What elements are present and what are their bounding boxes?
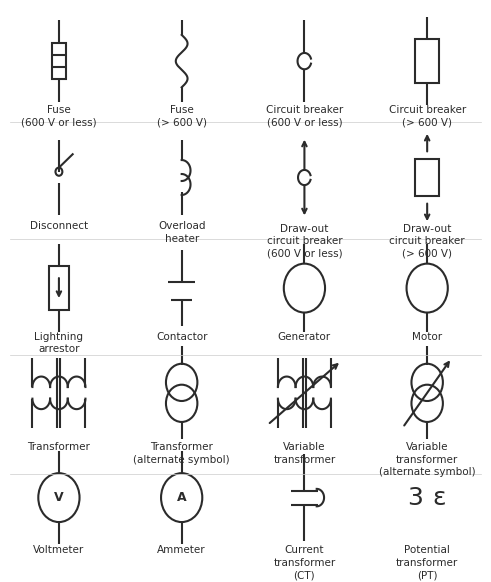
Text: Motor: Motor [412,332,442,342]
Text: Disconnect: Disconnect [30,221,88,231]
Text: Variable
transformer
(alternate symbol): Variable transformer (alternate symbol) [379,442,475,477]
Text: Transformer
(alternate symbol): Transformer (alternate symbol) [134,442,230,464]
Text: Draw-out
circuit breaker
(> 600 V): Draw-out circuit breaker (> 600 V) [389,224,465,259]
Text: Contactor: Contactor [156,332,207,342]
Bar [415,158,439,197]
Text: V: V [54,491,64,504]
Bar [52,43,66,79]
Text: Circuit breaker
(600 V or less): Circuit breaker (600 V or less) [266,105,343,127]
Text: Generator: Generator [278,332,331,342]
Text: Current
transformer
(CT): Current transformer (CT) [273,545,335,580]
Text: Voltmeter: Voltmeter [33,545,84,555]
Text: A: A [177,491,187,504]
Text: Ammeter: Ammeter [157,545,206,555]
Text: Variable
transformer: Variable transformer [273,442,335,464]
Text: Draw-out
circuit breaker
(600 V or less): Draw-out circuit breaker (600 V or less) [267,224,342,259]
Text: Lightning
arrestor: Lightning arrestor [34,332,83,354]
Bar [415,40,439,83]
Bar [49,266,69,310]
Text: Circuit breaker
(> 600 V): Circuit breaker (> 600 V) [388,105,466,127]
Text: Potential
transformer
(PT): Potential transformer (PT) [396,545,458,580]
Text: Fuse
(> 600 V): Fuse (> 600 V) [157,105,207,127]
Text: ε: ε [433,485,446,510]
Text: 3: 3 [407,485,423,510]
Text: Transformer: Transformer [27,442,90,452]
Text: Overload
heater: Overload heater [158,221,205,243]
Text: Fuse
(600 V or less): Fuse (600 V or less) [21,105,97,127]
